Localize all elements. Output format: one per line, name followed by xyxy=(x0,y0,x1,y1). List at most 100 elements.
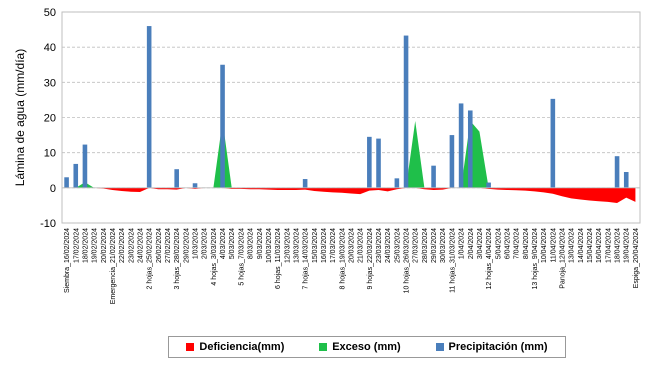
precipitation-bar xyxy=(73,163,79,188)
x-tick-label: 2 hojas_25/02/2024 xyxy=(147,228,154,290)
legend-label-precipitacion: Precipitación (mm) xyxy=(448,341,548,353)
x-tick-label: 25/03/2024 xyxy=(394,228,401,263)
x-tick-label: 22/02/2024 xyxy=(119,228,126,263)
x-tick-label: 30/03/2024 xyxy=(440,228,447,263)
x-tick-label: 14/04/2024 xyxy=(578,228,585,263)
x-tick-label: 17/03/2024 xyxy=(330,228,337,263)
x-tick-label: Siembra_16/02/2024 xyxy=(64,228,71,293)
x-tick-label: 9/03/2024 xyxy=(257,228,264,259)
x-tick-label: 29/02/2024 xyxy=(183,228,190,263)
x-tick-label: 27/03/2024 xyxy=(413,228,420,263)
x-tick-label: 10 hojas_26/03/2024 xyxy=(404,228,411,293)
legend-item-exceso: Exceso (mm) xyxy=(319,341,401,353)
x-tick-label: 20/02/2024 xyxy=(101,228,108,263)
precipitation-bar xyxy=(486,182,491,188)
x-tick-label: 11 hojas_31/03/2024 xyxy=(449,228,456,293)
x-tick-label: Panoja_12/04/2024 xyxy=(560,228,567,289)
legend-item-deficiencia: Deficiencia(mm) xyxy=(186,341,284,353)
x-tick-label: 2/04/2024 xyxy=(468,228,475,259)
y-axis-title: Lámina de agua (mm/día) xyxy=(13,49,27,186)
y-tick-label: 50 xyxy=(44,7,56,19)
x-tick-label: 11/04/2024 xyxy=(550,228,557,263)
x-tick-label: 20/03/2024 xyxy=(349,228,356,263)
x-tick-label: 7/04/2024 xyxy=(514,228,521,259)
x-tick-label: 21/03/2024 xyxy=(358,228,365,263)
precipitation-bar xyxy=(302,179,308,188)
precipitation-bar xyxy=(458,103,464,188)
y-tick-label: -10 xyxy=(40,218,56,230)
precipitation-bar xyxy=(394,178,400,188)
chart-svg: -10 0 10 20 30 40 50 Lámina de agua (mm/día) Sie… xyxy=(13,7,641,304)
x-tick-label: 12/03/2024 xyxy=(284,228,291,263)
y-tick-label: 20 xyxy=(44,113,56,125)
precipitation-bar xyxy=(467,110,473,188)
x-tick-label: 18/02/2024 xyxy=(82,228,89,263)
x-tick-label: 2/03/2024 xyxy=(202,228,209,259)
precipitation-bar xyxy=(614,156,620,188)
x-tick-label: 8/04/2024 xyxy=(523,228,530,259)
x-tick-label: 9 hojas_22/03/2024 xyxy=(367,228,374,290)
x-tick-label: 17/02/2024 xyxy=(73,228,80,263)
series-deficiencia-area xyxy=(66,187,636,203)
x-tick-label: 13/04/2024 xyxy=(569,228,576,263)
x-tick-label: Emergencia_21/02/2024 xyxy=(110,228,117,304)
x-tick-label: 8 hojas_19/03/2024 xyxy=(339,228,346,290)
x-tick-label: 15/03/2024 xyxy=(312,228,319,263)
precipitation-bar xyxy=(623,172,629,188)
x-tick-label: 5 hojas_7/03/2024 xyxy=(238,228,245,286)
x-tick-label: 19/02/2024 xyxy=(92,228,99,263)
x-tick-label: 6 hojas_11/03/2024 xyxy=(275,228,282,289)
y-tick-label: 30 xyxy=(44,77,56,89)
x-tick-label: 13 hojas_9/04/2024 xyxy=(532,228,539,290)
x-tick-label: 5/03/2024 xyxy=(229,228,236,259)
x-tick-label: 6/04/2024 xyxy=(504,228,511,259)
x-tick-label: 19/04/2024 xyxy=(624,228,631,263)
x-tick-label: 1/03/2024 xyxy=(193,228,200,259)
precipitation-bar xyxy=(220,64,225,188)
x-tick-label: 24/03/2024 xyxy=(385,228,392,263)
x-tick-label: 24/02/2024 xyxy=(137,228,144,263)
x-tick-label: 8/03/2024 xyxy=(248,228,255,259)
legend: Deficiencia(mm) Exceso (mm) Precipitació… xyxy=(168,336,566,358)
x-tick-label: 18/04/2024 xyxy=(615,228,622,263)
x-tick-label: 10/03/2024 xyxy=(266,228,273,263)
x-tick-label: 29/03/2024 xyxy=(431,228,438,263)
x-tick-label: 23/02/2024 xyxy=(128,228,135,263)
x-tick-label: 7 hojas_14/03/2024 xyxy=(303,228,310,290)
precipitation-bar xyxy=(550,98,556,188)
precipitation-bar xyxy=(376,138,381,188)
y-tick-label: 0 xyxy=(50,183,56,195)
x-tick-label: 28/03/2024 xyxy=(422,228,429,263)
x-tick-label: 4 hojas_3/03/2024 xyxy=(211,228,218,286)
x-tick-label: Espiga_20/04/2024 xyxy=(633,228,640,288)
precipitation-bar xyxy=(449,135,455,188)
x-tick-label: 3 hojas_28/02/2024 xyxy=(174,228,181,290)
x-tick-label: 4/03/2024 xyxy=(220,228,227,259)
x-tick-label: 1/04/2024 xyxy=(459,228,466,259)
precipitation-bar xyxy=(82,144,88,188)
x-tick-label: 5/04/2024 xyxy=(495,228,502,259)
legend-swatch-deficiencia xyxy=(186,343,195,351)
precipitation-bar xyxy=(431,165,436,188)
precipitation-bar xyxy=(174,169,179,188)
precipitation-bar xyxy=(403,35,409,188)
x-tick-label: 13/03/2024 xyxy=(293,228,300,263)
x-tick-label: 23/03/2024 xyxy=(376,228,383,263)
x-tick-label: 16/04/2024 xyxy=(596,228,603,263)
x-tick-label: 27/02/2024 xyxy=(165,228,172,263)
x-tick-label: 15/04/2024 xyxy=(587,228,594,263)
x-tick-label: 16/03/2024 xyxy=(321,228,328,263)
x-tick-label: 3/04/2024 xyxy=(477,228,484,259)
y-tick-label: 40 xyxy=(44,42,56,54)
precipitation-bar xyxy=(64,177,69,188)
precipitation-bar xyxy=(146,26,152,188)
x-tick-label: 12 hojas_4/04/2024 xyxy=(486,228,493,290)
legend-swatch-exceso xyxy=(319,343,328,351)
x-tick-label: 26/02/2024 xyxy=(156,228,163,263)
legend-label-exceso: Exceso (mm) xyxy=(332,341,401,353)
precipitation-bar xyxy=(192,183,198,188)
x-tick-label: 17/04/2024 xyxy=(605,228,612,263)
precipitation-bar xyxy=(367,136,372,188)
legend-swatch-precipitacion xyxy=(435,343,444,351)
